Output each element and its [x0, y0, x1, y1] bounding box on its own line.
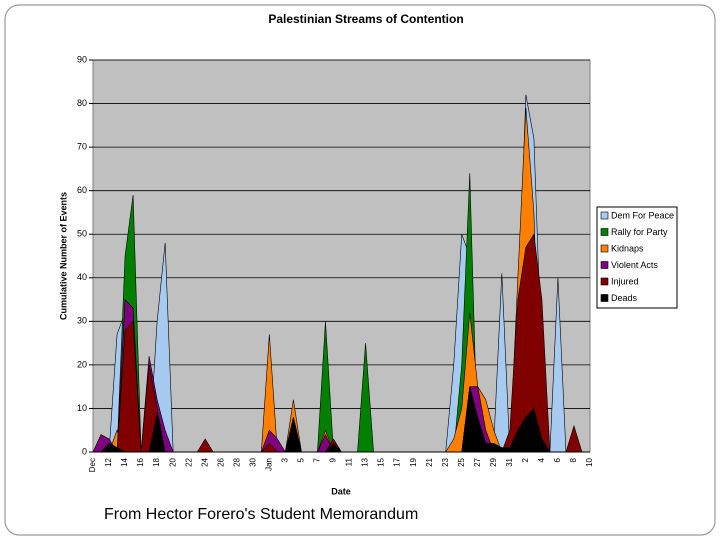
y-tick-label: 50	[77, 229, 87, 239]
x-tick-label: 3	[280, 457, 289, 462]
y-axis-title: Cumulative Number of Events	[58, 192, 68, 320]
y-tick-label: 90	[77, 54, 87, 64]
x-tick-label: 14	[120, 457, 129, 466]
x-tick-label: 27	[473, 457, 482, 466]
x-tick-label: 22	[184, 457, 193, 466]
x-tick-label: 2	[521, 457, 530, 462]
x-tick-label: 26	[216, 457, 225, 466]
x-tick-label: 18	[152, 457, 161, 466]
legend-swatch	[600, 228, 609, 236]
y-tick-label: 70	[77, 141, 87, 151]
x-tick-label: 7	[313, 457, 322, 462]
y-tick-label: 30	[77, 316, 87, 326]
x-tick-label: 4	[537, 457, 546, 462]
x-tick-label: 21	[425, 457, 434, 466]
legend-label: Injured	[611, 276, 639, 286]
x-tick-label: 24	[200, 457, 209, 466]
x-tick-label: 5	[297, 457, 306, 462]
x-tick-label: 29	[489, 457, 498, 466]
legend-swatch	[600, 211, 609, 220]
x-tick-label: 8	[569, 457, 578, 462]
y-tick-label: 80	[77, 98, 87, 108]
x-tick-label: 31	[505, 457, 514, 466]
chart-title: Palestinian Streams of Contention	[268, 12, 463, 26]
legend-label: Violent Acts	[611, 260, 658, 270]
x-tick-label: 30	[248, 457, 257, 466]
y-tick-label: 20	[77, 359, 87, 369]
y-tick-label: 40	[77, 272, 87, 282]
x-tick-label: Jan	[264, 458, 273, 471]
legend-swatch	[600, 261, 609, 269]
x-tick-label: 12	[104, 457, 113, 466]
x-tick-label: 25	[457, 457, 466, 466]
x-tick-label: Dec	[88, 458, 97, 472]
legend-label: Dem For Peace	[611, 210, 674, 220]
x-axis-title: Date	[331, 486, 351, 496]
legend-label: Kidnaps	[611, 243, 644, 253]
x-tick-label: 15	[377, 457, 386, 466]
x-tick-label: 20	[168, 457, 177, 466]
x-tick-label: 6	[553, 457, 562, 462]
x-tick-label: 16	[136, 457, 145, 466]
x-tick-label: 19	[409, 457, 418, 466]
y-tick-label: 0	[82, 446, 87, 456]
x-tick-label: 13	[361, 457, 370, 466]
x-tick-label: 23	[441, 457, 450, 466]
legend-label: Deads	[611, 293, 638, 303]
legend-box	[596, 206, 678, 309]
legend-swatch	[600, 244, 609, 253]
y-tick-label: 10	[77, 403, 87, 413]
x-tick-label: 11	[345, 457, 354, 466]
x-tick-label: 28	[232, 457, 241, 466]
legend-swatch	[600, 294, 609, 302]
x-tick-label: 17	[393, 457, 402, 466]
y-tick-label: 60	[77, 185, 87, 195]
legend-swatch	[600, 277, 609, 286]
source-note: From Hector Forero's Student Memorandum	[104, 506, 418, 523]
x-tick-label: 10	[585, 457, 594, 466]
x-tick-label: 9	[329, 457, 338, 462]
legend-label: Rally for Party	[611, 227, 668, 237]
